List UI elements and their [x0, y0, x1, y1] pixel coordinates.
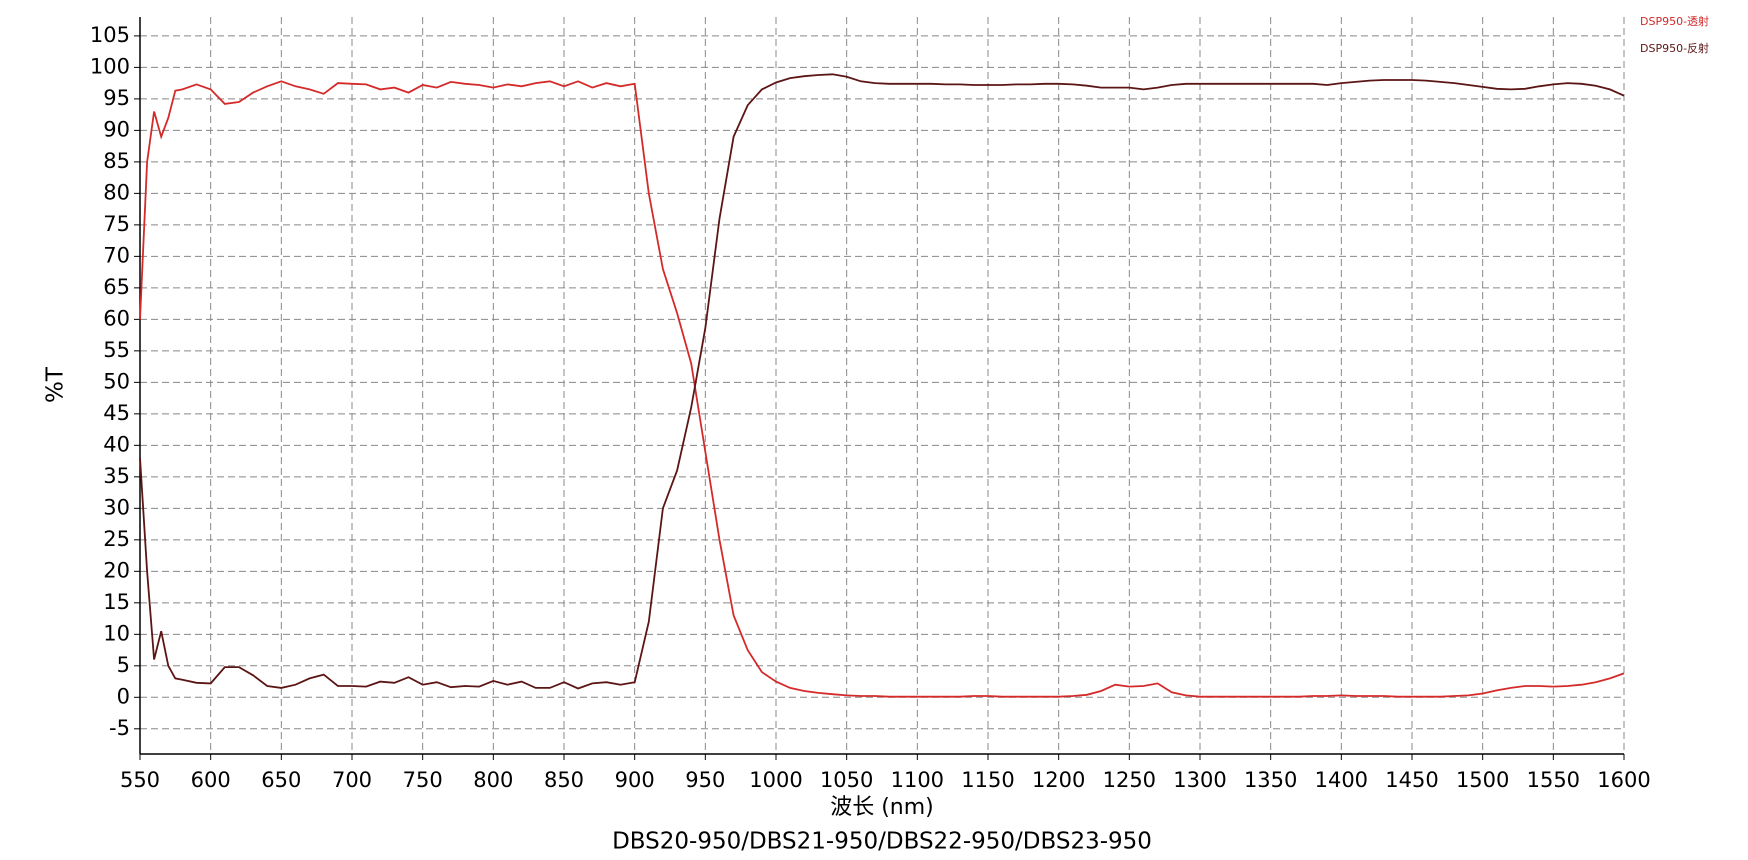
x-tick-label: 550	[120, 768, 160, 792]
y-tick-label: 90	[103, 117, 130, 141]
x-tick-label: 600	[191, 768, 231, 792]
y-tick-label: 80	[103, 180, 130, 204]
x-axis-label: 波长 (nm)	[830, 795, 934, 820]
x-tick-label: 700	[332, 768, 372, 792]
y-tick-label: 0	[117, 684, 130, 708]
y-tick-label: 25	[103, 527, 130, 551]
y-tick-label: 15	[103, 590, 130, 614]
x-tick-label: 750	[403, 768, 443, 792]
y-tick-label: 65	[103, 275, 130, 299]
y-tick-label: 70	[103, 243, 130, 267]
y-tick-label: 20	[103, 558, 130, 582]
chart-title: DBS20-950/DBS21-950/DBS22-950/DBS23-950	[612, 829, 1152, 855]
x-tick-label: 1100	[891, 768, 944, 792]
x-tick-label: 1350	[1244, 768, 1297, 792]
y-tick-label: -5	[109, 716, 130, 740]
y-tick-label: 85	[103, 149, 130, 173]
y-tick-label: 95	[103, 86, 130, 110]
x-tick-label: 1300	[1173, 768, 1226, 792]
legend-label: DSP950-透射	[1640, 14, 1709, 28]
x-tick-label: 950	[685, 768, 725, 792]
y-axis-label: %T	[43, 366, 69, 403]
x-tick-label: 800	[473, 768, 513, 792]
x-tick-label: 1050	[820, 768, 873, 792]
y-tick-label: 60	[103, 306, 130, 330]
x-tick-label: 1500	[1456, 768, 1509, 792]
y-tick-label: 35	[103, 464, 130, 488]
x-tick-label: 850	[544, 768, 584, 792]
data-line	[139, 73, 1625, 690]
legend-label: DSP950-反射	[1640, 41, 1709, 55]
data-line	[139, 80, 1625, 698]
y-tick-label: 55	[103, 338, 130, 362]
x-tick-label: 1400	[1315, 768, 1368, 792]
y-tick-label: 5	[117, 653, 130, 677]
x-tick-label: 1450	[1385, 768, 1438, 792]
x-tick-label: 650	[261, 768, 301, 792]
x-tick-label: 1000	[749, 768, 802, 792]
x-tick-label: 1600	[1597, 768, 1650, 792]
x-tick-label: 1150	[961, 768, 1014, 792]
y-tick-label: 100	[90, 54, 130, 78]
y-tick-label: 40	[103, 432, 130, 456]
y-tick-label: 10	[103, 621, 130, 645]
x-tick-label: 900	[615, 768, 655, 792]
x-tick-label: 1550	[1527, 768, 1580, 792]
x-tick-label: 1200	[1032, 768, 1085, 792]
y-tick-label: 45	[103, 401, 130, 425]
y-tick-label: 30	[103, 495, 130, 519]
x-tick-label: 1250	[1103, 768, 1156, 792]
y-tick-label: 50	[103, 369, 130, 393]
y-tick-label: 105	[90, 23, 130, 47]
y-tick-label: 75	[103, 212, 130, 236]
